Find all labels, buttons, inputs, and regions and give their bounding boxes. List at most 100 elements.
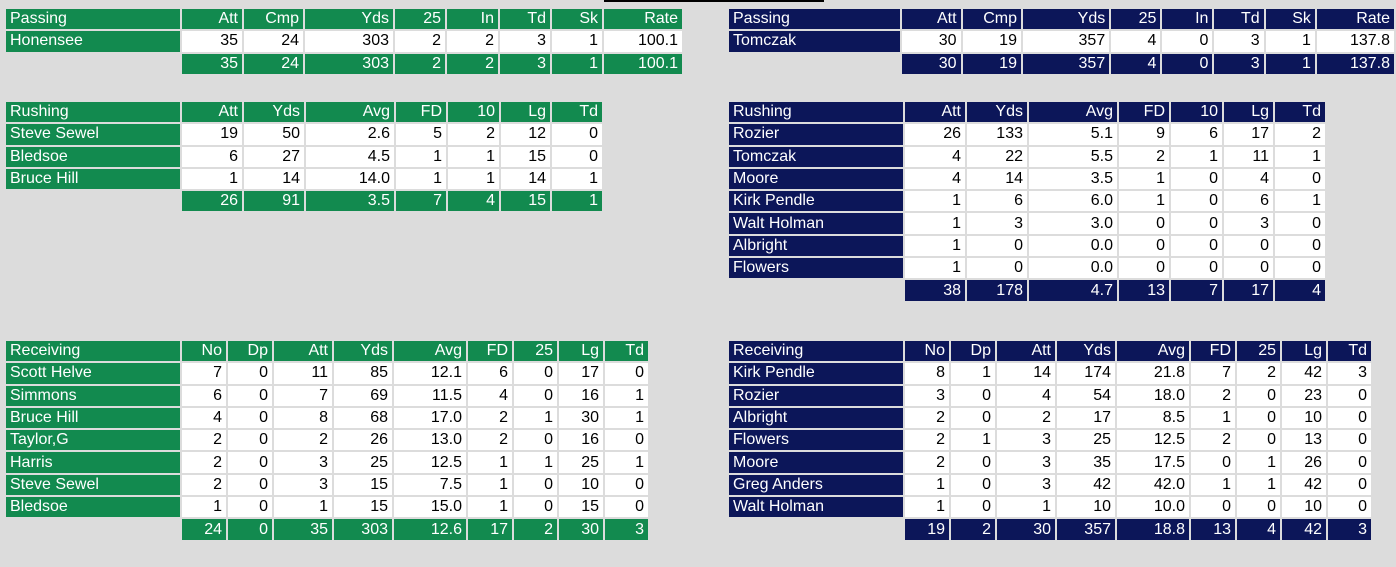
player-name: Moore	[729, 168, 903, 190]
column-header: Dp	[228, 341, 272, 362]
stat-cell: 3	[997, 474, 1055, 496]
column-header: Yds	[305, 9, 393, 30]
player-name: Steve Sewel	[6, 124, 180, 145]
section-title: Passing	[729, 9, 900, 30]
column-header: 25	[395, 9, 445, 30]
column-header: 25	[514, 341, 557, 362]
stat-cell: 1	[905, 497, 949, 518]
stat-cell: 50	[244, 124, 304, 145]
total-cell: 7	[1171, 280, 1222, 301]
total-row: 24 0 35 303 12.6 17 2 30 3	[6, 519, 648, 540]
stat-cell: 0	[1171, 168, 1222, 190]
total-cell: 24	[182, 519, 226, 540]
stat-cell: 2	[1237, 363, 1280, 384]
stat-cell: 1	[905, 258, 965, 279]
player-name: Honensee	[6, 31, 180, 52]
right-rushing-table: Rushing Att Yds Avg FD 10 Lg Td Rozier 26 133 5.1 9 6…	[727, 100, 1327, 303]
stat-cell: 69	[334, 385, 392, 406]
stat-cell: 1	[905, 191, 965, 212]
left-receiving-table: Receiving No Dp Att Yds Avg FD 25 Lg Td Scott Helv…	[4, 339, 650, 542]
stat-cell: 0	[1224, 258, 1273, 279]
header-row: Receiving No Dp Att Yds Avg FD 25 Lg Td	[6, 341, 648, 362]
stat-cell: 3	[905, 385, 949, 406]
stat-cell: 1	[448, 168, 499, 190]
stat-cell: 0	[514, 385, 557, 406]
player-row: Rozier 26 133 5.1 9 6 17 2	[729, 124, 1325, 145]
stat-cell: 1	[951, 430, 995, 451]
column-header: Yds	[1057, 341, 1115, 362]
total-cell: 24	[244, 53, 303, 74]
player-row: Flowers 2 1 3 25 12.5 2 0 13 0	[729, 430, 1371, 451]
stat-cell: 15.0	[394, 497, 466, 518]
total-cell: 178	[967, 280, 1027, 301]
column-header: Att	[274, 341, 332, 362]
stat-cell: 12.5	[394, 452, 466, 473]
total-cell: 100.1	[604, 53, 682, 74]
section-title: Receiving	[729, 341, 903, 362]
right-passing-table: Passing Att Cmp Yds 25 In Td Sk Rate Tomczak 30 19 3…	[727, 7, 1396, 76]
stat-cell: 0	[228, 363, 272, 384]
player-name: Harris	[6, 452, 180, 473]
stat-cell: 0	[1171, 213, 1222, 234]
stat-cell: 6	[1171, 124, 1222, 145]
total-cell: 18.8	[1117, 519, 1189, 540]
stat-cell: 1	[448, 146, 499, 167]
stat-cell: 0	[1237, 497, 1280, 518]
total-row: 19 2 30 357 18.8 13 4 42 3	[729, 519, 1371, 540]
stat-cell: 0	[1275, 235, 1325, 257]
column-header: FD	[396, 102, 446, 123]
column-header: No	[905, 341, 949, 362]
left-rushing-table: Rushing Att Yds Avg FD 10 Lg Td Steve Sewel 19 50 2…	[4, 100, 604, 213]
column-header: Yds	[1022, 9, 1110, 30]
column-header: Rate	[1316, 9, 1394, 30]
stat-cell: 0	[951, 407, 995, 429]
stat-cell: 174	[1057, 363, 1115, 384]
column-header: Att	[905, 102, 965, 123]
stat-cell: 54	[1057, 385, 1115, 406]
stat-cell: 12.1	[394, 363, 466, 384]
stat-cell: 18.0	[1117, 385, 1189, 406]
stat-cell: 0	[1171, 258, 1222, 279]
column-header: Lg	[559, 341, 603, 362]
stat-cell: 0	[1162, 31, 1213, 52]
stat-cell: 0	[552, 124, 602, 145]
stat-cell: 12	[501, 124, 550, 145]
total-cell: 4	[1275, 280, 1325, 301]
stat-cell: 0	[514, 474, 557, 496]
stat-cell: 0	[605, 474, 648, 496]
column-header: Td	[1275, 102, 1325, 123]
stat-cell: 2	[182, 430, 226, 451]
total-row-spacer	[729, 519, 903, 539]
total-row: 35 24 303 2 2 3 1 100.1	[6, 53, 682, 74]
player-name: Kirk Pendle	[729, 363, 903, 384]
stat-cell: 1	[468, 452, 512, 473]
total-row-spacer	[6, 54, 180, 74]
player-name: Flowers	[729, 258, 903, 279]
stat-cell: 0	[605, 430, 648, 451]
stat-cell: 1	[905, 474, 949, 496]
total-cell: 3	[605, 519, 648, 540]
stat-cell: 16	[559, 430, 603, 451]
stat-cell: 3.5	[1029, 168, 1117, 190]
total-cell: 1	[552, 191, 602, 212]
column-header: In	[1162, 9, 1213, 30]
header-row: Receiving No Dp Att Yds Avg FD 25 Lg Td	[729, 341, 1371, 362]
stat-cell: 15	[334, 497, 392, 518]
total-cell: 2	[395, 53, 445, 74]
player-row: Tomczak 30 19 357 4 0 3 1 137.8	[729, 31, 1394, 52]
player-name: Bledsoe	[6, 497, 180, 518]
stat-cell: 0	[1328, 385, 1371, 406]
player-name: Albright	[729, 235, 903, 257]
stat-cell: 14.0	[306, 168, 394, 190]
stat-cell: 4	[1224, 168, 1273, 190]
header-row: Rushing Att Yds Avg FD 10 Lg Td	[729, 102, 1325, 123]
stat-cell: 0	[1328, 497, 1371, 518]
stat-cell: 4	[905, 146, 965, 167]
total-cell: 0	[1162, 53, 1213, 74]
header-row: Passing Att Cmp Yds 25 In Td Sk Rate	[729, 9, 1394, 30]
total-cell: 4	[1111, 53, 1161, 74]
stat-cell: 1	[1275, 146, 1325, 167]
stat-cell: 4.5	[306, 146, 394, 167]
player-name: Simmons	[6, 385, 180, 406]
total-cell: 17	[468, 519, 512, 540]
